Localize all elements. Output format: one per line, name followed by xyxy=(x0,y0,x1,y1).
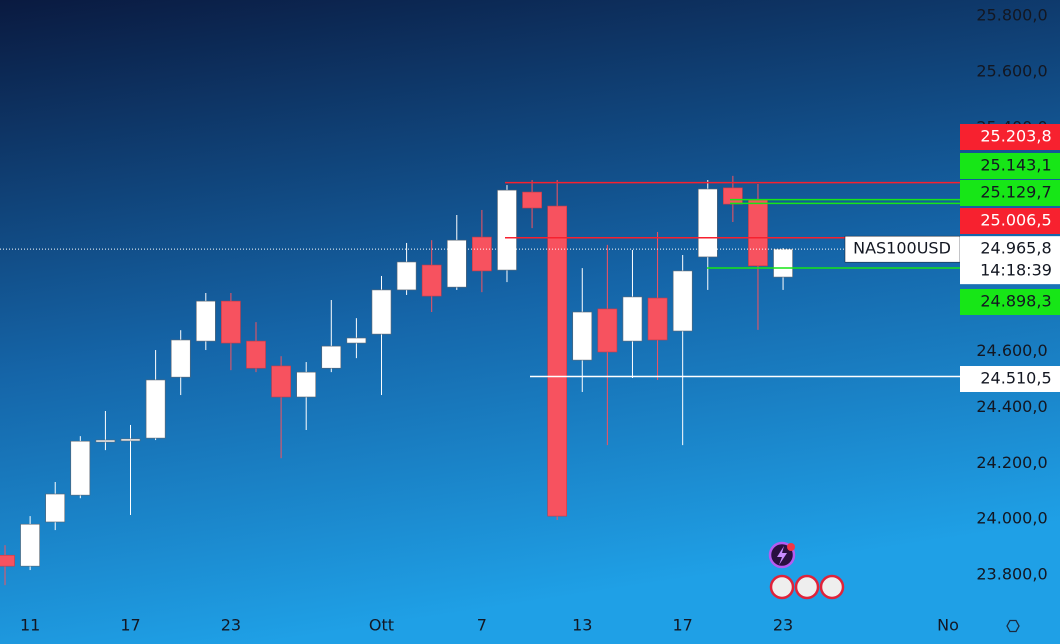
y-tick-label: 24.400,0 xyxy=(976,397,1047,416)
symbol-tag xyxy=(844,235,961,263)
x-tick-label: 7 xyxy=(477,616,487,635)
flag-icon[interactable] xyxy=(769,574,795,600)
settings-icon[interactable] xyxy=(1006,619,1020,633)
countdown-label: 14:18:39 xyxy=(980,261,1052,280)
candle-body xyxy=(396,261,417,291)
candle-body xyxy=(522,191,542,209)
candle-body xyxy=(95,439,116,443)
y-tick-label: 23.800,0 xyxy=(976,565,1047,584)
candle-body xyxy=(773,248,793,278)
x-tick-label: 23 xyxy=(221,616,241,635)
candle-body xyxy=(145,379,166,439)
candle-body xyxy=(572,311,593,361)
candle-body xyxy=(246,340,266,369)
y-tick-label: 24.000,0 xyxy=(976,509,1047,528)
candle-body xyxy=(346,337,367,344)
y-tick-label: 24.200,0 xyxy=(976,453,1047,472)
price-tag-label: 25.129,7 xyxy=(980,183,1051,202)
price-tag xyxy=(960,366,1060,392)
candle-body xyxy=(597,308,618,353)
candle-body xyxy=(271,365,291,398)
candle-body xyxy=(221,300,241,344)
price-tag-label: 24.510,5 xyxy=(980,369,1051,388)
price-tag xyxy=(960,153,1060,179)
price-tag xyxy=(960,180,1060,206)
price-tag-label: 24.898,3 xyxy=(980,292,1051,311)
x-tick-label: 17 xyxy=(120,616,140,635)
flag-icon[interactable] xyxy=(819,574,845,600)
candle-body xyxy=(70,440,91,496)
candle-body xyxy=(45,493,66,523)
candle-body xyxy=(321,345,342,369)
price-tag xyxy=(960,124,1060,150)
candle-body xyxy=(647,297,668,341)
bolt xyxy=(777,546,787,565)
symbol-label: NAS100USD xyxy=(853,239,951,258)
candle-body xyxy=(622,296,643,342)
candle-body xyxy=(472,236,492,272)
event-icons xyxy=(768,541,1020,633)
price-tag-label: 25.006,5 xyxy=(980,211,1051,230)
candle-body xyxy=(120,438,141,442)
x-tick-label: No xyxy=(937,616,959,635)
last-price-label: 24.965,8 xyxy=(980,239,1051,258)
candle-body xyxy=(497,189,517,271)
candle-body xyxy=(547,205,568,517)
price-tag-label: 25.203,8 xyxy=(980,127,1051,146)
y-tick-label: 24.600,0 xyxy=(976,341,1047,360)
candle-body xyxy=(723,187,743,205)
y-tick-label: 25.800,0 xyxy=(976,5,1047,24)
x-tick-label: 13 xyxy=(572,616,592,635)
candle-body xyxy=(421,264,442,297)
candle-body xyxy=(371,289,392,335)
x-tick-label: Ott xyxy=(369,616,394,635)
last-price-tag xyxy=(960,236,1060,285)
price-tag xyxy=(960,289,1060,315)
badge xyxy=(787,543,795,551)
x-tick-label: 23 xyxy=(773,616,793,635)
candle-body xyxy=(296,371,317,398)
price-tag xyxy=(960,208,1060,234)
x-tick-label: 17 xyxy=(672,616,692,635)
price-tag-label: 25.143,1 xyxy=(980,156,1051,175)
candle-body xyxy=(170,339,191,378)
candle-body xyxy=(748,199,768,267)
candle-body xyxy=(0,554,15,567)
y-tick-label: 25.600,0 xyxy=(976,61,1047,80)
candle-body xyxy=(446,239,467,288)
flag-icon[interactable] xyxy=(794,574,820,600)
candle-body xyxy=(697,188,718,258)
candle-body xyxy=(20,523,40,567)
candle-body xyxy=(195,300,216,342)
candle-body xyxy=(672,270,693,332)
x-tick-label: 11 xyxy=(20,616,40,635)
